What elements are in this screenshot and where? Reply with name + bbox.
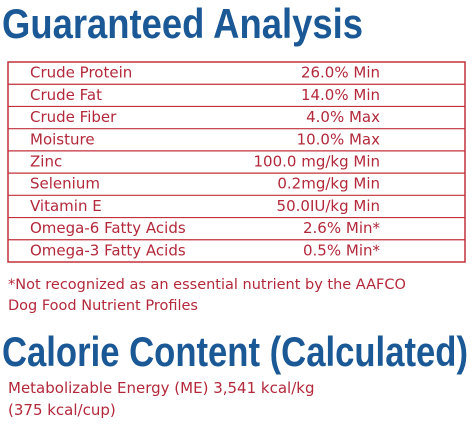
nutrient-name: Omega-6 Fatty Acids (30, 219, 186, 237)
footnote: *Not recognized as an essential nutrient… (8, 277, 406, 293)
nutrient-name: Crude Protein (30, 64, 132, 82)
nutrient-name: Selenium (30, 175, 100, 193)
nutrient-value: 50.0IU/kg Min (277, 197, 380, 215)
nutrient-name: Vitamin E (30, 197, 102, 215)
nutrient-name: Moisture (30, 130, 95, 148)
calorie-line: Metabolizable Energy (ME) 3,541 kcal/kg (8, 379, 314, 397)
table-border (7, 61, 466, 263)
nutrient-value: 2.6% Min* (303, 219, 380, 237)
nutrient-value: 0.2mg/kg Min (277, 175, 380, 193)
nutrient-value: 10.0% Max (297, 130, 381, 148)
nutrient-name: Zinc (30, 153, 62, 171)
section-title: Guaranteed Analysis (2, 0, 363, 47)
nutrient-name: Omega-3 Fatty Acids (30, 241, 186, 259)
nutrient-value: 0.5% Min* (303, 241, 380, 259)
nutrient-name: Crude Fiber (30, 108, 117, 126)
nutrient-value: 4.0% Max (306, 108, 380, 126)
nutrient-value: 14.0% Min (301, 86, 380, 104)
footnote: Dog Food Nutrient Profiles (8, 298, 198, 314)
nutrient-value: 26.0% Min (301, 64, 380, 82)
calorie-line: (375 kcal/cup) (8, 401, 116, 419)
nutrient-value: 100.0 mg/kg Min (254, 153, 381, 171)
nutrient-name: Crude Fat (30, 86, 102, 104)
section-title: Calorie Content (Calculated) (2, 328, 468, 375)
